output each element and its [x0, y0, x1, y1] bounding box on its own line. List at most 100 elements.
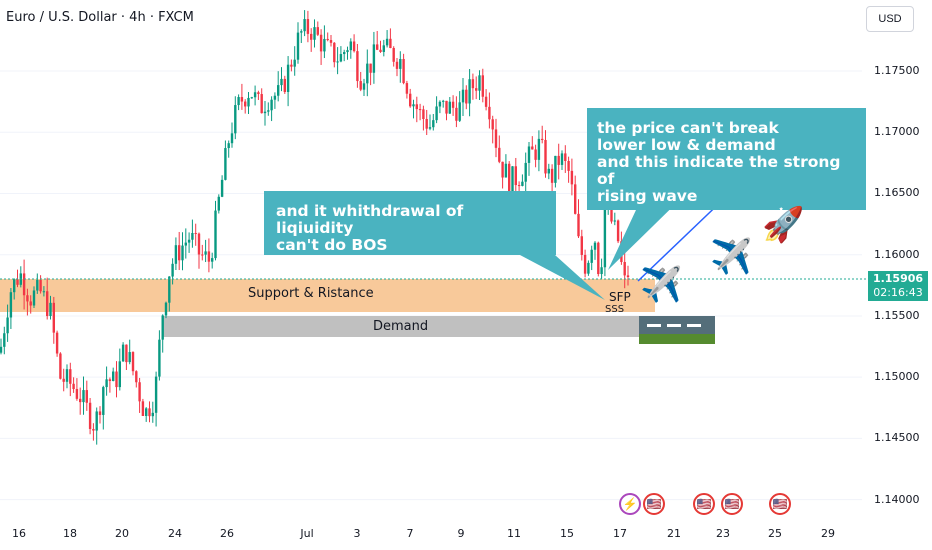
candle-body	[300, 31, 303, 33]
price-tick-label: 1.17000	[874, 125, 920, 139]
price-tick-label: 1.17500	[874, 64, 920, 78]
candle-body	[349, 41, 352, 51]
us-flag-icon[interactable]: 🇺🇸	[693, 493, 715, 515]
candle-body	[465, 89, 468, 104]
candle-body	[574, 184, 577, 214]
candle-body	[16, 279, 19, 285]
candle-body	[494, 129, 498, 148]
airplane-icon: ✈️	[710, 238, 753, 276]
current-price-tag: 1.15906 02:16:43	[868, 271, 928, 301]
candle-body	[39, 280, 42, 292]
candle-body	[534, 149, 537, 160]
candle-body	[88, 402, 92, 429]
candle-body	[541, 138, 544, 140]
candle-body	[418, 109, 422, 111]
candle-body	[95, 411, 98, 431]
candle-body	[151, 412, 154, 417]
candle-body	[267, 110, 270, 112]
candle-body	[438, 101, 442, 107]
candle-body	[128, 352, 131, 363]
candle-body	[253, 92, 257, 98]
candle-body	[339, 54, 343, 62]
candle-body	[577, 213, 580, 237]
candle-body	[75, 389, 79, 399]
candle-body	[458, 102, 461, 121]
candle-body	[626, 275, 630, 277]
candle-body	[65, 369, 69, 382]
candle-body	[392, 48, 395, 62]
candle-body	[448, 101, 451, 114]
candle-body	[9, 292, 13, 318]
candle-body	[428, 127, 432, 129]
price-tick-label: 1.16000	[874, 247, 920, 261]
candle-body	[481, 75, 484, 97]
candle-body	[214, 210, 217, 259]
candle-body	[194, 233, 197, 235]
candle-body	[524, 162, 527, 182]
candle-body	[174, 245, 178, 264]
lightning-us-flag-icon[interactable]: ⚡	[619, 493, 641, 515]
candle-body	[319, 34, 323, 52]
candle-body	[108, 379, 112, 382]
callout-right-line-4: rising wave	[597, 187, 698, 205]
candle-body	[484, 96, 488, 107]
candle-body	[148, 408, 151, 417]
time-tick-label: 15	[560, 527, 574, 540]
candle-body	[184, 242, 187, 246]
time-tick-label: 11	[507, 527, 521, 540]
current-price-value: 1.15906	[872, 272, 924, 285]
us-flag-icon[interactable]: 🇺🇸	[643, 493, 665, 515]
candle-body	[72, 383, 75, 390]
candle-body	[336, 61, 339, 63]
callout-right-line-3: and this indicate the strong of	[597, 153, 841, 188]
candle-body	[224, 148, 227, 180]
callout-left: and it whithdrawal of liqiuidity can't d…	[264, 191, 556, 255]
candle-body	[191, 233, 194, 240]
candle-body	[567, 160, 570, 171]
sss-label: SSS	[605, 304, 625, 315]
candle-body	[244, 101, 247, 107]
price-tick-label: 1.14000	[874, 492, 920, 506]
candle-body	[382, 45, 385, 52]
candle-body	[293, 59, 296, 67]
candle-body	[204, 251, 207, 255]
candle-body	[52, 302, 55, 333]
us-flag-icon[interactable]: 🇺🇸	[721, 493, 743, 515]
candle-body	[537, 138, 541, 160]
candle-body	[125, 344, 128, 363]
candle-body	[32, 290, 36, 306]
support-zone-label: Support & Ristance	[248, 286, 374, 301]
candle-body	[42, 291, 46, 293]
demand-zone-label: Demand	[373, 319, 429, 334]
candle-body	[62, 378, 65, 382]
us-flag-icon[interactable]: 🇺🇸	[769, 493, 791, 515]
candle-body	[508, 163, 511, 193]
candle-body	[323, 38, 326, 52]
candle-body	[121, 344, 125, 362]
candle-body	[187, 239, 191, 243]
candle-body	[141, 401, 145, 416]
demand-zone	[162, 316, 655, 337]
candle-body	[290, 64, 293, 67]
candle-body	[329, 40, 333, 43]
price-tick-label: 1.16500	[874, 186, 920, 200]
currency-button[interactable]: USD	[866, 6, 914, 32]
runway-icon	[639, 316, 715, 344]
time-tick-label: Jul	[300, 527, 314, 540]
candle-body	[313, 27, 316, 40]
candle-body	[409, 93, 412, 107]
candle-body	[79, 398, 82, 403]
candle-body	[461, 89, 465, 103]
candle-body	[280, 78, 283, 86]
candle-body	[161, 315, 164, 340]
candle-body	[230, 133, 234, 144]
callout-left-line-1: and it whithdrawal of liqiuidity	[276, 202, 464, 237]
symbol-title[interactable]: Euro / U.S. Dollar · 4h · FXCM	[6, 10, 194, 25]
time-tick-label: 21	[667, 527, 681, 540]
time-tick-label: 26	[220, 527, 234, 540]
candle-body	[138, 382, 141, 402]
candle-body	[115, 371, 118, 388]
candle-body	[306, 19, 310, 34]
candle-body	[597, 242, 600, 275]
